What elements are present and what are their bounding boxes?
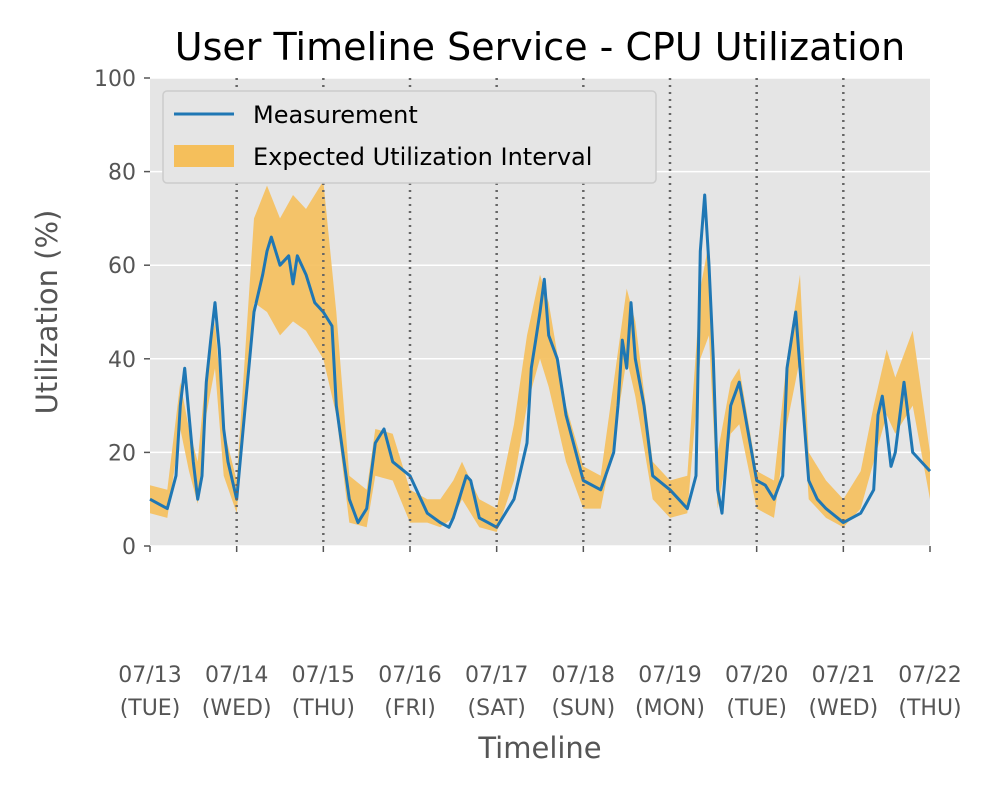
chart-title: User Timeline Service - CPU Utilization — [175, 25, 905, 69]
x-tick-date-label: 07/21 — [812, 663, 875, 688]
y-tick-label: 60 — [108, 254, 136, 279]
expected-interval-band — [150, 181, 930, 532]
x-tick-day-label: (TUE) — [120, 696, 181, 721]
y-tick-label: 20 — [108, 441, 136, 466]
y-axis-label: Utilization (%) — [30, 210, 64, 415]
legend-interval-label: Expected Utilization Interval — [253, 143, 592, 171]
y-tick-label: 100 — [94, 67, 136, 92]
x-axis-ticks: 07/13 (TUE) 07/14 (WED) 07/15 (THU) 07/16 (FRI)… — [118, 546, 962, 721]
x-tick-day-label: (WED) — [202, 696, 272, 721]
y-tick-label: 80 — [108, 161, 136, 186]
x-tick-date-label: 07/15 — [292, 663, 355, 688]
x-tick-date-label: 07/14 — [205, 663, 268, 688]
measurement-line — [149, 193, 932, 529]
x-tick-day-label: (THU) — [898, 696, 961, 721]
y-axis-ticks: 0 20 40 60 80 100 — [94, 67, 150, 560]
x-tick-date-label: 07/17 — [465, 663, 528, 688]
y-tick-label: 40 — [108, 348, 136, 373]
x-tick-date-label: 07/16 — [378, 663, 441, 688]
x-tick-day-label: (TUE) — [726, 696, 787, 721]
legend-interval-swatch — [174, 145, 234, 167]
x-tick-date-label: 07/20 — [725, 663, 788, 688]
measurement-line-group — [149, 193, 932, 529]
x-tick-day-label: (SUN) — [551, 696, 615, 721]
x-tick-day-label: (THU) — [292, 696, 355, 721]
y-tick-label: 0 — [122, 535, 136, 560]
x-tick-date-label: 07/22 — [898, 663, 961, 688]
expected-interval-area — [150, 181, 930, 532]
x-tick-date-label: 07/18 — [552, 663, 615, 688]
x-tick-date-label: 07/13 — [118, 663, 181, 688]
x-tick-day-label: (WED) — [808, 696, 878, 721]
legend: Measurement Expected Utilization Interva… — [162, 90, 657, 184]
x-tick-day-label: (MON) — [635, 696, 705, 721]
legend-box — [162, 90, 657, 184]
legend-measurement-label: Measurement — [253, 101, 418, 129]
x-axis-label: Timeline — [477, 731, 601, 765]
x-tick-day-label: (SAT) — [468, 696, 526, 721]
x-tick-date-label: 07/19 — [638, 663, 701, 688]
x-tick-day-label: (FRI) — [384, 696, 436, 721]
